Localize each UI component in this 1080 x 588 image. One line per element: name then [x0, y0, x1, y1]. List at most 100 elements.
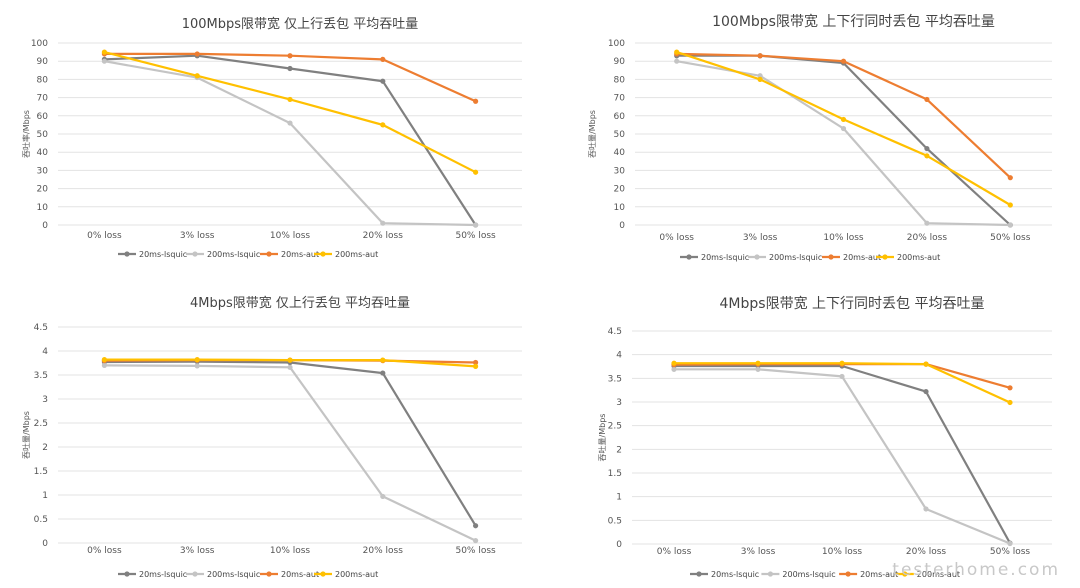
chart-4mbps-bidirectional-loss: 4Mbps限带宽 上下行同时丢包 平均吞吐量 0 0.5 1 1.5 2 2.5 3 3.5 4 4…: [598, 295, 1052, 579]
legend-marker-200ms-aut: [320, 571, 326, 577]
data-point-20ms-aut: [473, 98, 479, 104]
watermark-text: testerhome.com: [892, 560, 1060, 580]
chart-100mbps-bidirectional-loss: 100Mbps限带宽 上下行同时丢包 平均吞吐量 0 10 20 30 40 50 60 70 8…: [588, 13, 1052, 262]
legend-label-200ms-lsquic: 200ms-lsquic: [769, 253, 822, 262]
data-point-200ms-lsquic: [380, 493, 386, 500]
x-tick-label: 3% loss: [180, 546, 215, 556]
x-tick-label: 50% loss: [990, 547, 1031, 557]
data-point-200ms-lsquic: [757, 73, 763, 79]
legend-label-200ms-aut: 200ms-aut: [917, 570, 960, 579]
y-tick-label: 2.5: [34, 419, 48, 429]
x-tick-label: 50% loss: [990, 233, 1031, 243]
x-tick-label: 10% loss: [270, 231, 311, 241]
data-point-200ms-aut: [101, 49, 107, 55]
y-tick-label: 80: [614, 75, 626, 85]
x-tick-label: 0% loss: [657, 547, 692, 557]
data-point-200ms-lsquic: [755, 366, 761, 372]
x-tick-label: 10% loss: [270, 546, 311, 556]
data-point-20ms-aut: [287, 53, 293, 59]
legend-marker-200ms-aut: [902, 571, 908, 577]
legend-marker-200ms-lsquic: [754, 254, 760, 260]
data-point-200ms-aut: [1007, 399, 1013, 406]
legend-label-200ms-lsquic: 200ms-lsquic: [207, 250, 260, 259]
legend-marker-20ms-aut: [845, 571, 851, 577]
legend-label-200ms-lsquic: 200ms-lsquic: [207, 570, 260, 579]
legend-marker-200ms-aut: [320, 251, 326, 257]
y-tick-label: 70: [614, 94, 626, 104]
y-tick-label: 3: [42, 395, 48, 405]
y-tick-label: 90: [37, 57, 49, 67]
data-point-200ms-lsquic: [1007, 540, 1013, 547]
x-tick-label: 50% loss: [455, 546, 496, 556]
y-tick-label: 60: [614, 112, 626, 122]
x-tick-label: 20% loss: [906, 547, 947, 557]
data-point-200ms-aut: [101, 357, 107, 363]
x-tick-label: 3% loss: [741, 547, 776, 557]
data-point-20ms-lsquic: [924, 145, 930, 152]
y-tick-label: 0: [42, 221, 48, 231]
y-tick-label: 4: [42, 347, 48, 357]
legend-label-200ms-lsquic: 200ms-lsquic: [782, 570, 835, 579]
legend-label-20ms-lsquic: 20ms-lsquic: [711, 570, 759, 579]
data-point-20ms-aut: [757, 53, 763, 59]
data-point-200ms-aut: [194, 357, 200, 363]
series-line-20ms-lsquic: [104, 54, 477, 226]
x-tick-label: 3% loss: [743, 233, 778, 243]
y-tick-label: 40: [37, 148, 49, 158]
legend-label-20ms-lsquic: 20ms-lsquic: [139, 570, 187, 579]
legend-marker-20ms-lsquic: [686, 254, 692, 260]
series-line-200ms-lsquic: [104, 364, 477, 542]
y-tick-label: 3.5: [608, 374, 622, 384]
y-tick-label: 30: [37, 166, 49, 176]
data-point-200ms-aut: [473, 169, 479, 175]
legend-label-200ms-aut: 200ms-aut: [897, 253, 940, 262]
y-tick-label: 80: [37, 75, 49, 85]
data-point-200ms-lsquic: [287, 364, 293, 370]
y-tick-label: 1.5: [34, 467, 48, 477]
y-tick-label: 0.5: [608, 516, 622, 526]
data-point-200ms-lsquic: [473, 222, 479, 228]
data-point-20ms-aut: [924, 96, 930, 103]
legend-marker-20ms-aut: [266, 251, 272, 257]
legend-marker-20ms-lsquic: [124, 251, 130, 257]
y-tick-label: 2.5: [608, 422, 622, 432]
data-point-200ms-aut: [674, 49, 680, 55]
y-tick-label: 70: [37, 94, 49, 104]
data-point-200ms-aut: [755, 360, 761, 366]
data-point-200ms-aut: [671, 360, 677, 366]
data-point-200ms-aut: [924, 153, 930, 159]
data-point-200ms-lsquic: [923, 506, 929, 512]
data-point-200ms-lsquic: [671, 366, 677, 372]
y-tick-label: 50: [37, 130, 49, 140]
data-point-200ms-aut: [380, 357, 386, 363]
legend-marker-200ms-lsquic: [192, 571, 198, 577]
y-tick-label: 30: [614, 166, 626, 176]
legend-marker-200ms-aut: [882, 254, 888, 260]
y-tick-label: 2: [616, 445, 622, 455]
y-tick-label: 4.5: [608, 327, 622, 337]
legend-marker-20ms-lsquic: [696, 571, 702, 577]
data-point-200ms-lsquic: [840, 125, 847, 132]
y-tick-label: 4.5: [34, 323, 48, 333]
y-axis-label: 吞吐量/Mbps: [598, 414, 607, 462]
data-point-200ms-aut: [287, 96, 293, 103]
data-point-200ms-lsquic: [839, 373, 845, 380]
data-point-200ms-aut: [839, 360, 845, 366]
y-axis-label: 吞吐率/Mbps: [21, 110, 31, 158]
y-tick-label: 60: [37, 112, 49, 122]
legend-label-20ms-lsquic: 20ms-lsquic: [139, 250, 187, 259]
data-point-200ms-aut: [757, 76, 763, 82]
y-tick-label: 1: [42, 491, 48, 501]
x-tick-label: 20% loss: [363, 546, 404, 556]
y-tick-label: 10: [37, 203, 49, 213]
chart-4mbps-uplink-loss: 4Mbps限带宽 仅上行丢包 平均吞吐量 0 0.5 1 1.5 2 2.5 3 3.5 4 4.5…: [22, 295, 522, 579]
y-tick-label: 1.5: [608, 469, 622, 479]
chart-100mbps-uplink-loss: 100Mbps限带宽 仅上行丢包 平均吞吐量 0 10 20 30 40 50 60 70 80 9…: [21, 16, 522, 259]
data-point-200ms-aut: [1007, 202, 1013, 208]
y-tick-label: 0: [616, 540, 622, 550]
data-point-20ms-aut: [473, 359, 479, 366]
data-point-200ms-lsquic: [1007, 222, 1013, 228]
y-tick-label: 20: [614, 185, 626, 195]
data-point-200ms-lsquic: [473, 538, 479, 544]
data-point-200ms-lsquic: [674, 58, 680, 64]
